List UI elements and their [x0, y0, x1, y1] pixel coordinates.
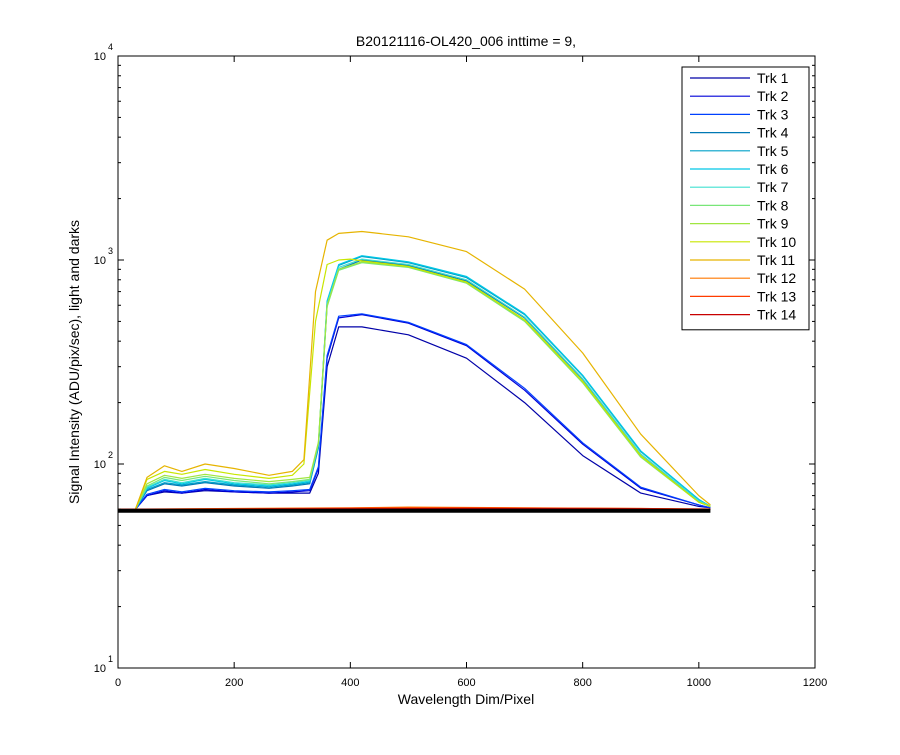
x-tick-label: 600	[457, 677, 475, 689]
y-tick-label-base: 10	[94, 459, 106, 471]
legend-label: Trk 12	[757, 270, 796, 286]
x-tick-label: 1200	[803, 677, 827, 689]
legend-label: Trk 6	[757, 161, 789, 177]
x-axis-ticks: 0 200 400 600 800 1000 1200	[115, 56, 827, 689]
y-tick-label-exp: 2	[108, 450, 113, 460]
x-tick-label: 1000	[687, 677, 711, 689]
legend-label: Trk 4	[757, 125, 789, 141]
series-line-trk-9	[118, 261, 711, 510]
series-line-trk-2	[118, 314, 711, 510]
legend-label: Trk 14	[757, 307, 796, 323]
legend-label: Trk 2	[757, 88, 789, 104]
legend-label: Trk 11	[757, 252, 795, 268]
legend: Trk 1 Trk 2 Trk 3 Trk 4 Trk 5 Trk 6 Trk 7 Trk 8…	[681, 66, 810, 331]
legend-label: Trk 1	[757, 70, 789, 86]
legend-label: Trk 13	[757, 288, 796, 304]
series-layer	[117, 230, 711, 510]
legend-label: Trk 7	[757, 179, 789, 195]
series-line-trk-3	[118, 313, 711, 510]
x-tick-label: 800	[573, 677, 591, 689]
legend-label: Trk 3	[757, 106, 789, 122]
y-tick-label-exp: 1	[108, 654, 113, 664]
series-line-trk-10	[118, 258, 711, 510]
legend-label: Trk 10	[757, 234, 796, 250]
legend-box	[681, 66, 810, 331]
x-tick-label: 0	[115, 677, 121, 689]
legend-label: Trk 5	[757, 143, 789, 159]
y-tick-label-base: 10	[94, 51, 106, 63]
x-tick-label: 200	[225, 677, 243, 689]
y-axis-label: Signal Intensity (ADU/pix/sec), light an…	[66, 220, 82, 504]
x-axis-label: Wavelength Dim/Pixel	[398, 691, 534, 707]
series-line-trk-1	[118, 326, 711, 510]
y-tick-label-base: 10	[94, 255, 106, 267]
x-tick-label: 400	[341, 677, 359, 689]
legend-label: Trk 9	[757, 216, 789, 232]
chart-title: B20121116-OL420_006 inttime = 9,	[356, 33, 576, 49]
y-tick-label-exp: 4	[108, 42, 113, 52]
y-tick-label-exp: 3	[108, 246, 113, 256]
series-line-trk-11	[118, 230, 711, 510]
y-tick-label-base: 10	[94, 663, 106, 675]
legend-label: Trk 8	[757, 197, 789, 213]
